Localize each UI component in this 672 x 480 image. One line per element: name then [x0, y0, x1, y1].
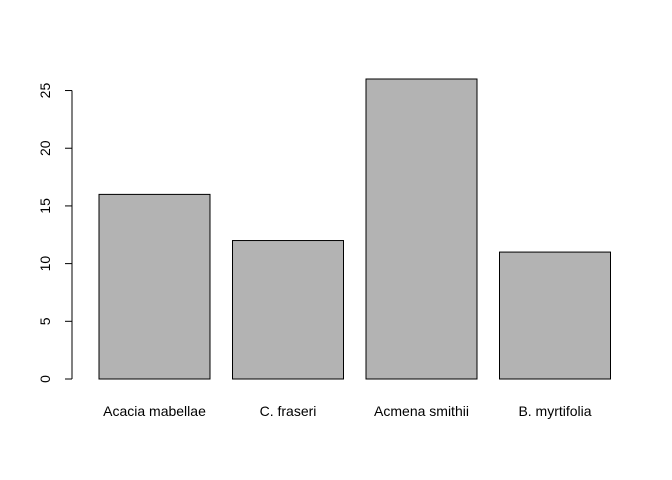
bar-b-myrtifolia	[499, 251, 611, 380]
y-tick-label: 25	[37, 83, 53, 99]
bar-acacia-mabellae	[98, 193, 211, 380]
y-tick-label: 5	[37, 317, 53, 325]
x-category-label: Acmena smithii	[374, 403, 469, 419]
y-axis: 0 5 10 15 20 25	[37, 83, 73, 383]
bar-c-fraseri	[232, 240, 344, 380]
x-category-label: Acacia mabellae	[103, 403, 206, 419]
x-category-label: C. fraseri	[260, 403, 317, 419]
bars-group	[98, 78, 611, 380]
y-tick-label: 20	[37, 140, 53, 156]
bar-acmena-smithii	[365, 78, 478, 380]
y-tick-label: 10	[37, 256, 53, 272]
y-tick-label: 15	[37, 198, 53, 214]
x-category-label: B. myrtifolia	[518, 403, 591, 419]
y-tick-label: 0	[37, 375, 53, 383]
x-axis-labels: Acacia mabellae C. fraseri Acmena smithii B…	[103, 403, 592, 419]
